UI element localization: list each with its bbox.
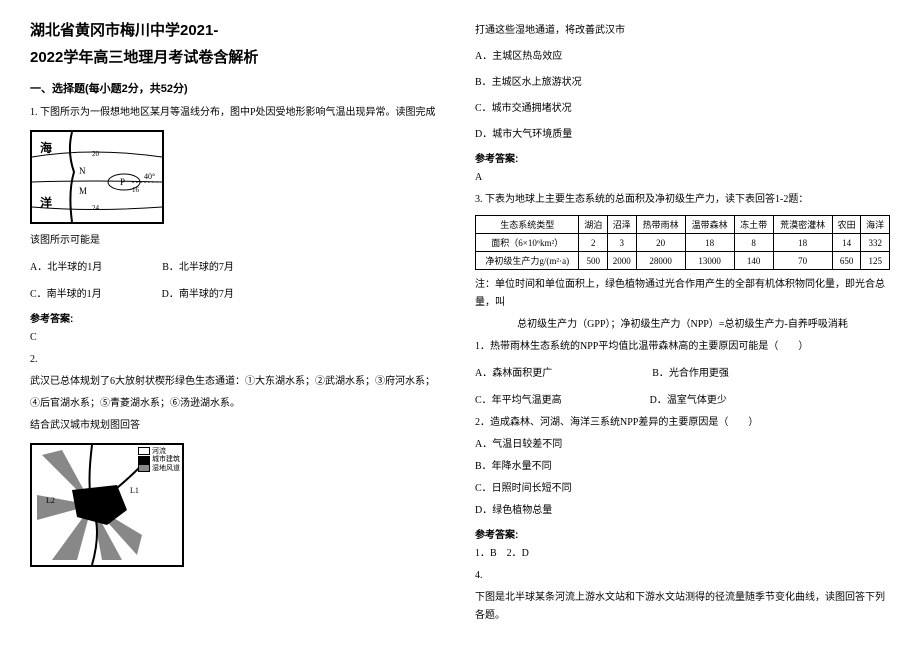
q1-options-row1: A．北半球的1月 B．北半球的7月 [30, 258, 445, 273]
th-tundra: 冻土带 [734, 216, 773, 234]
svg-text:20: 20 [92, 150, 100, 158]
area-4: 8 [734, 234, 773, 252]
th-desert: 荒漠密灌林 [773, 216, 832, 234]
q3-2-a: A．气温日较差不同 [475, 436, 890, 454]
q1-figure-isotherm-map: 海 洋 N M P 40° 20 24 16 [30, 130, 164, 224]
legend-city: 城市建筑 [152, 455, 180, 463]
ecosystem-table: 生态系统类型 湖泊 沼泽 热带雨林 温带森林 冻土带 荒漠密灌林 农田 海洋 面… [475, 215, 890, 270]
q3-1-row2: C．年平均气温更高 D．温室气体更少 [475, 391, 890, 406]
q2-option-d: D．城市大气环境质量 [475, 126, 890, 144]
q4-number: 4. [475, 567, 890, 585]
npp-2: 28000 [636, 252, 685, 270]
q2-answer-label: 参考答案: [475, 150, 890, 165]
q3-1-a: A．森林面积更广 [475, 364, 552, 379]
svg-text:海: 海 [40, 140, 52, 155]
left-column: 湖北省黄冈市梅川中学2021- 2022学年高三地理月考试卷含解析 一、选择题(… [30, 20, 445, 627]
svg-text:40°: 40° [144, 172, 155, 181]
q1-option-c: C．南半球的1月 [30, 285, 102, 300]
q2-sub-prompt: 打通这些湿地通道，将改善武汉市 [475, 22, 890, 40]
q3-sub1: 1．热带雨林生态系统的NPP平均值比温带森林高的主要原因可能是（ ） [475, 338, 890, 356]
q2-option-a: A．主城区热岛效应 [475, 48, 890, 66]
q2-legend: 河流 城市建筑 湿地风道 [138, 447, 180, 472]
q1-option-b: B．北半球的7月 [162, 258, 234, 273]
table-header-row: 生态系统类型 湖泊 沼泽 热带雨林 温带森林 冻土带 荒漠密灌林 农田 海洋 [476, 216, 890, 234]
q3-1-b: B．光合作用更强 [652, 364, 729, 379]
right-column: 打通这些湿地通道，将改善武汉市 A．主城区热岛效应 B．主城区水上旅游状况 C．… [475, 20, 890, 627]
area-5: 18 [773, 234, 832, 252]
th-trop: 热带雨林 [636, 216, 685, 234]
th-lake: 湖泊 [579, 216, 608, 234]
th-type: 生态系统类型 [476, 216, 579, 234]
npp-3: 13000 [685, 252, 734, 270]
q3-answer: 1．B 2．D [475, 545, 890, 563]
q4-stem: 下图是北半球某条河流上游水文站和下游水文站测得的径流量随季节变化曲线，读图回答下… [475, 589, 890, 625]
isotherm-svg: 海 洋 N M P 40° 20 24 16 [32, 132, 162, 222]
q1-answer-label: 参考答案: [30, 310, 445, 325]
q2-prompt: 结合武汉城市规划图回答 [30, 417, 445, 435]
npp-1: 2000 [608, 252, 637, 270]
q3-2-c: C．日照时间长短不同 [475, 480, 890, 498]
svg-text:24: 24 [92, 204, 100, 212]
area-1: 3 [608, 234, 637, 252]
npp-7: 125 [861, 252, 890, 270]
q1-prompt: 该图所示可能是 [30, 232, 445, 250]
npp-6: 650 [832, 252, 861, 270]
npp-0: 500 [579, 252, 608, 270]
q1-stem: 1. 下图所示为一假想地地区某月等温线分布，图中P处因受地形影响气温出现异常。读… [30, 104, 445, 122]
q1-options-row2: C．南半球的1月 D．南半球的7月 [30, 285, 445, 300]
area-3: 18 [685, 234, 734, 252]
svg-text:M: M [79, 186, 87, 196]
q3-1-c: C．年平均气温更高 [475, 391, 562, 406]
svg-text:L2: L2 [46, 496, 55, 505]
q2-number: 2. [30, 351, 445, 369]
exam-title-line2: 2022学年高三地理月考试卷含解析 [30, 47, 445, 68]
th-ocean: 海洋 [861, 216, 890, 234]
q3-2-b: B．年降水量不同 [475, 458, 890, 476]
section-1-heading: 一、选择题(每小题2分，共52分) [30, 80, 445, 96]
table-npp-row: 净初级生产力g/(m²·a) 500 2000 28000 13000 140 … [476, 252, 890, 270]
svg-text:L1: L1 [130, 486, 139, 495]
exam-page: 湖北省黄冈市梅川中学2021- 2022学年高三地理月考试卷含解析 一、选择题(… [0, 0, 920, 647]
q2-answer: A [475, 169, 890, 187]
q3-note-2: 总初级生产力（GPP）；净初级生产力（NPP）=总初级生产力-自养呼吸消耗 [475, 316, 890, 334]
q3-1-row1: A．森林面积更广 B．光合作用更强 [475, 364, 890, 379]
row1-label: 面积（6×10⁶km²） [476, 234, 579, 252]
npp-4: 140 [734, 252, 773, 270]
q1-option-a: A．北半球的1月 [30, 258, 102, 273]
q2-option-c: C．城市交通拥堵状况 [475, 100, 890, 118]
q2-option-b: B．主城区水上旅游状况 [475, 74, 890, 92]
th-swamp: 沼泽 [608, 216, 637, 234]
th-farm: 农田 [832, 216, 861, 234]
q3-note-1: 注：单位时间和单位面积上，绿色植物通过光合作用产生的全部有机体积物同化量，即光合… [475, 276, 890, 312]
legend-wetland: 湿地风道 [152, 464, 180, 472]
q3-1-d: D．温室气体更少 [650, 391, 727, 406]
svg-text:P: P [120, 177, 125, 187]
q1-option-d: D．南半球的7月 [162, 285, 234, 300]
q2-stem-1: 武汉已总体规划了6大放射状楔形绿色生态通道：①大东湖水系；②武湖水系；③府河水系… [30, 373, 445, 391]
area-2: 20 [636, 234, 685, 252]
q3-2-d: D．绿色植物总量 [475, 502, 890, 520]
exam-title-line1: 湖北省黄冈市梅川中学2021- [30, 20, 445, 41]
svg-text:N: N [79, 166, 86, 176]
q2-figure-wuhan-map: L2 L1 河流 城市建筑 湿地风道 [30, 443, 184, 567]
q3-answer-label: 参考答案: [475, 526, 890, 541]
area-6: 14 [832, 234, 861, 252]
q3-stem: 3. 下表为地球上主要生态系统的总面积及净初级生产力，读下表回答1-2题： [475, 191, 890, 209]
q3-sub2: 2．造成森林、河湖、海洋三系统NPP差异的主要原因是（ ） [475, 414, 890, 432]
table-area-row: 面积（6×10⁶km²） 2 3 20 18 8 18 14 332 [476, 234, 890, 252]
area-7: 332 [861, 234, 890, 252]
area-0: 2 [579, 234, 608, 252]
q2-stem-2: ④后官湖水系；⑤青菱湖水系；⑥汤逊湖水系。 [30, 395, 445, 413]
q1-answer: C [30, 329, 445, 347]
row2-label: 净初级生产力g/(m²·a) [476, 252, 579, 270]
npp-5: 70 [773, 252, 832, 270]
svg-text:16: 16 [132, 186, 140, 194]
th-temp: 温带森林 [685, 216, 734, 234]
svg-text:洋: 洋 [40, 195, 52, 210]
